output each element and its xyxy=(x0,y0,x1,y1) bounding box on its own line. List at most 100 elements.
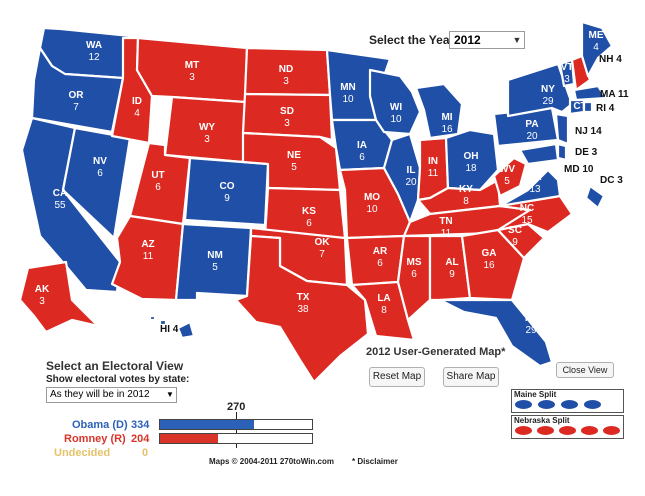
split-district-toggle[interactable] xyxy=(581,426,598,435)
state-vt[interactable] xyxy=(558,58,576,88)
state-ar[interactable] xyxy=(345,234,406,287)
split-district-toggle[interactable] xyxy=(515,426,532,435)
share-map-button[interactable]: Share Map xyxy=(443,367,499,387)
year-select-label: Select the Year xyxy=(369,33,455,47)
state-label-va: VA xyxy=(528,172,541,183)
state-label-ak: AK xyxy=(35,284,50,295)
electoral-view-select[interactable]: As they will be in 2012 ▼ xyxy=(46,387,177,403)
rep-vote-bar-fill xyxy=(160,434,218,443)
state-hi[interactable] xyxy=(148,314,196,340)
state-wv[interactable] xyxy=(492,156,528,198)
state-label-ms: MS xyxy=(407,257,422,268)
undecided-label: Undecided xyxy=(54,447,111,459)
reset-map-button[interactable]: Reset Map xyxy=(369,367,425,387)
state-label-id: ID xyxy=(132,96,142,107)
state-label-ia: IA xyxy=(357,140,367,151)
state-label-wa: WA xyxy=(86,40,102,51)
state-ev-ks: 6 xyxy=(306,218,312,229)
split-district-toggle[interactable] xyxy=(537,426,554,435)
split-district-toggle[interactable] xyxy=(584,400,601,409)
split-district-toggle[interactable] xyxy=(561,400,578,409)
state-nj[interactable] xyxy=(554,112,570,146)
state-ev-la: 8 xyxy=(381,305,387,316)
copyright-credit: Maps © 2004-2011 270toWin.com xyxy=(209,457,334,466)
state-tx[interactable] xyxy=(234,234,370,384)
state-de[interactable] xyxy=(556,142,568,162)
state-ev-mn: 10 xyxy=(342,94,354,105)
state-ev-mo: 10 xyxy=(366,204,378,215)
chevron-down-icon: ▼ xyxy=(512,35,522,45)
state-label-co: CO xyxy=(220,181,235,192)
electoral-view-value: As they will be in 2012 xyxy=(50,389,150,400)
state-ev-nm: 5 xyxy=(212,262,218,273)
chevron-down-icon: ▼ xyxy=(166,390,174,399)
state-label-or: OR xyxy=(69,90,85,101)
state-label-nv: NV xyxy=(93,156,107,167)
maine-split-panel: Maine Split xyxy=(511,389,624,413)
state-label-oh: OH xyxy=(464,151,479,162)
state-fl[interactable] xyxy=(438,298,554,368)
split-district-toggle[interactable] xyxy=(538,400,555,409)
disclaimer-link[interactable]: * Disclaimer xyxy=(352,457,398,466)
close-view-button[interactable]: Close View xyxy=(556,362,614,378)
state-ma[interactable] xyxy=(572,84,608,102)
electoral-view-title: Select an Electoral View xyxy=(46,359,184,373)
state-label-ct: CT xyxy=(573,101,586,112)
map-title: 2012 User-Generated Map* xyxy=(366,346,506,358)
state-mi[interactable] xyxy=(414,82,464,140)
state-ev-nv: 6 xyxy=(97,168,103,179)
state-nh[interactable] xyxy=(570,54,592,92)
state-ev-co: 9 xyxy=(224,193,230,204)
nebraska-split-panel: Nebraska Split xyxy=(511,415,624,439)
state-ev-ak: 3 xyxy=(39,296,45,307)
state-label-ut: UT xyxy=(151,170,164,181)
rep-vote-count: 204 xyxy=(131,433,150,445)
state-label-wy: WY xyxy=(199,122,215,133)
state-label-pa: PA xyxy=(525,119,538,130)
dem-vote-count: 334 xyxy=(131,419,150,431)
year-select[interactable]: 2012 ▼ xyxy=(449,31,525,49)
state-label-az: AZ xyxy=(141,239,154,250)
state-label-ky: KY xyxy=(459,184,473,195)
state-ri[interactable] xyxy=(582,100,594,114)
state-label-ga: GA xyxy=(482,248,497,259)
nebraska-split-label: Nebraska Split xyxy=(514,416,570,425)
state-md[interactable] xyxy=(518,142,560,166)
state-il[interactable] xyxy=(382,132,422,224)
rep-candidate-name: Romney (R) xyxy=(64,433,126,445)
state-nc[interactable] xyxy=(496,194,574,234)
state-label-ma: MA 11 xyxy=(600,89,629,100)
state-ny[interactable] xyxy=(506,62,574,118)
state-ev-mi: 16 xyxy=(441,124,453,135)
state-ev-ny: 29 xyxy=(542,96,554,107)
state-ev-va: 13 xyxy=(529,184,541,195)
state-ev-ne: 5 xyxy=(291,162,297,173)
state-label-ny: NY xyxy=(541,84,555,95)
state-dc[interactable] xyxy=(584,184,606,210)
state-ev-ca: 55 xyxy=(54,200,66,211)
state-ev-sc: 9 xyxy=(512,237,518,248)
split-district-toggle[interactable] xyxy=(603,426,620,435)
state-label-ri: RI 4 xyxy=(596,103,615,114)
electoral-view-subtitle: Show electoral votes by state: xyxy=(46,374,190,385)
split-district-toggle[interactable] xyxy=(515,400,532,409)
state-ga[interactable] xyxy=(460,228,526,302)
threshold-label: 270 xyxy=(227,401,246,413)
state-va[interactable] xyxy=(498,168,562,208)
split-district-toggle[interactable] xyxy=(559,426,576,435)
state-label-wv: WV xyxy=(499,164,515,175)
state-ev-wa: 12 xyxy=(88,52,100,63)
dem-vote-bar-fill xyxy=(160,420,255,429)
state-label-in: IN xyxy=(428,156,438,167)
maine-split-label: Maine Split xyxy=(514,390,557,399)
state-sd[interactable] xyxy=(241,92,334,142)
state-me[interactable] xyxy=(580,20,614,78)
state-ev-wi: 10 xyxy=(390,114,402,125)
dem-candidate-name: Obama (D) xyxy=(72,419,128,431)
state-ev-in: 11 xyxy=(428,168,439,179)
state-label-vt: VT xyxy=(561,62,574,73)
state-ev-pa: 20 xyxy=(526,131,538,142)
state-label-dc: DC 3 xyxy=(600,175,623,186)
state-ak[interactable] xyxy=(18,260,100,334)
state-ev-wy: 3 xyxy=(204,134,210,145)
